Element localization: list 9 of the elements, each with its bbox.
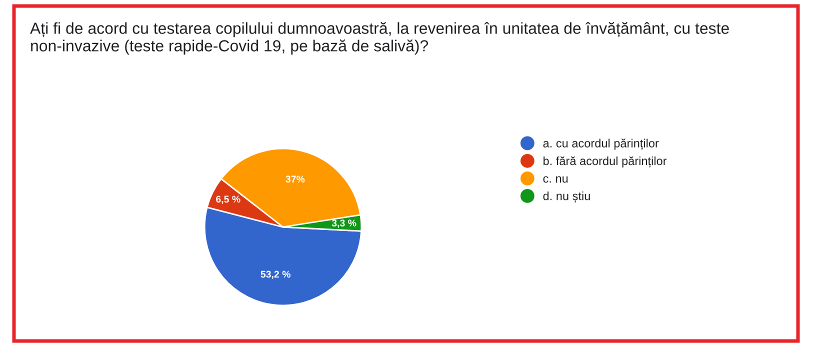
data-label: 6,5 % bbox=[216, 196, 240, 204]
chart-title: Ați fi de acord cu testarea copilului dumnoavoastră, la revenirea în unitatea de învățământ, cu teste non-invazive (teste rapide-Covid 19, pe bază de salivă)? bbox=[30, 22, 729, 55]
data-label: 37% bbox=[286, 176, 305, 183]
data-label: 53,2 % bbox=[260, 270, 290, 280]
data-label: 3,3 % bbox=[332, 220, 356, 228]
legend-label: b. fără acordul părinților bbox=[544, 156, 667, 168]
legend-label: d. nu știu bbox=[543, 192, 590, 203]
legend-label: c. nu bbox=[543, 176, 568, 183]
legend-label: a. cu acordul părinților bbox=[543, 138, 659, 150]
